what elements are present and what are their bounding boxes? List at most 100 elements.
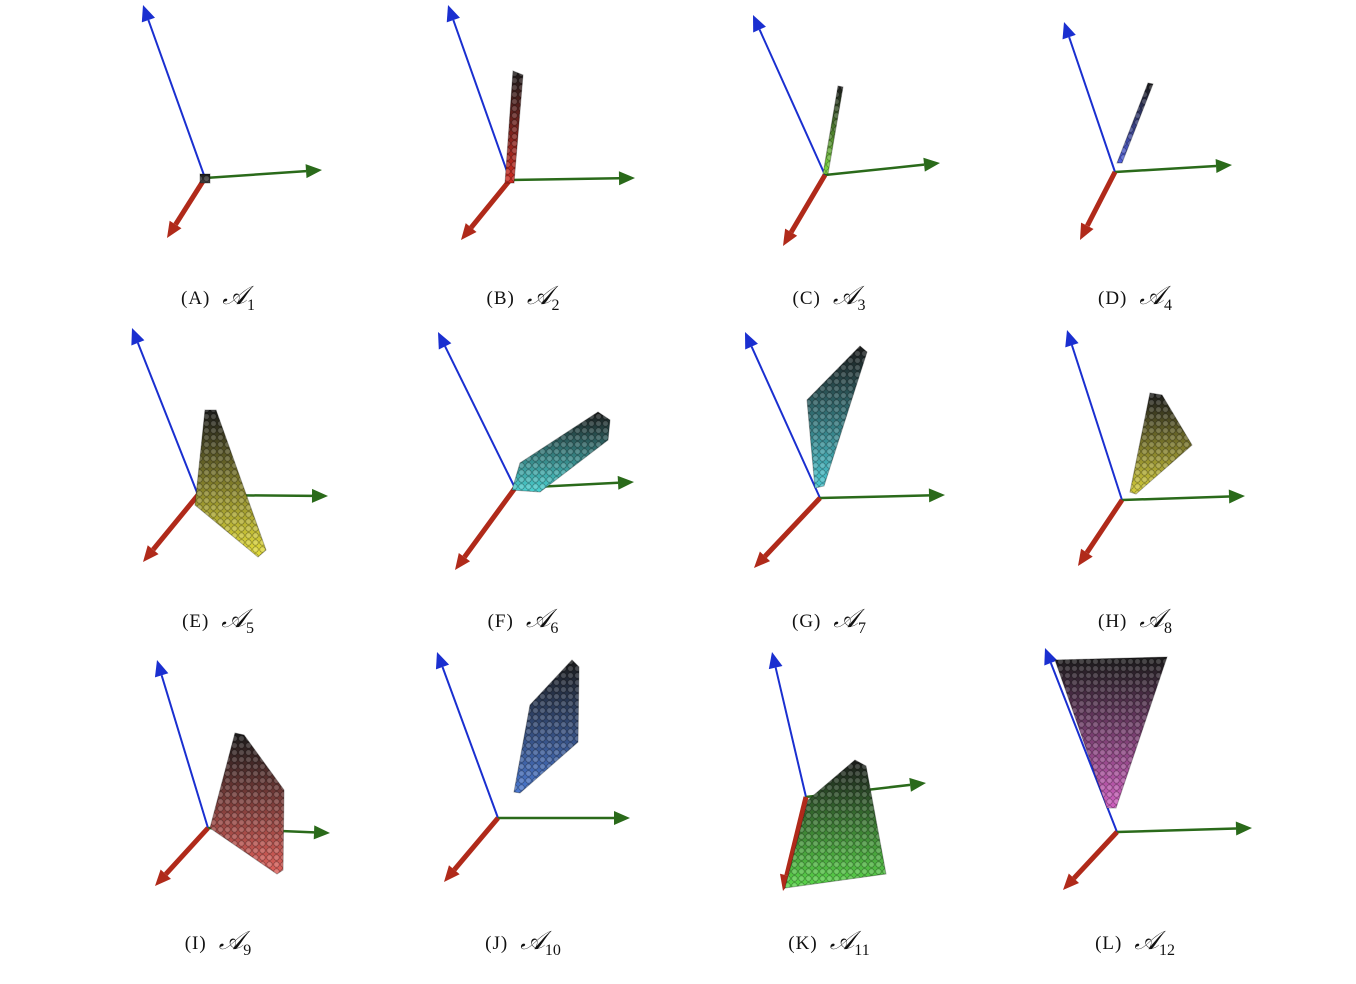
caption-subscript: 1: [247, 297, 255, 314]
x-axis-head: [1063, 873, 1080, 890]
z-axis: [750, 346, 821, 499]
caption-symbol: 𝒜: [222, 281, 247, 310]
point-cloud-texture: [1117, 83, 1153, 163]
y-axis-head: [923, 157, 940, 172]
z-axis-head: [1044, 648, 1058, 666]
x-axis-head: [167, 220, 182, 238]
caption-subscript: 8: [1164, 620, 1172, 637]
z-axis: [1070, 344, 1123, 501]
caption-symbol: 𝒜: [520, 926, 545, 955]
caption-subscript: 12: [1158, 942, 1175, 959]
y-axis-head: [1215, 158, 1232, 173]
y-axis: [509, 177, 620, 182]
z-axis-head: [435, 652, 450, 670]
point-cloud-texture: [512, 412, 610, 492]
y-axis: [824, 163, 925, 177]
caption-tag: (C): [792, 288, 821, 309]
z-axis: [452, 19, 511, 181]
point-cloud-texture: [823, 86, 843, 174]
y-axis-head: [928, 488, 945, 503]
x-axis: [788, 173, 828, 234]
caption-symbol: 𝒜: [1139, 604, 1164, 633]
x-axis: [1072, 830, 1119, 880]
x-axis-head: [155, 869, 171, 886]
x-axis: [1085, 170, 1118, 227]
z-axis-head: [154, 660, 169, 678]
point-cloud-texture: [505, 71, 523, 183]
y-axis-head: [1235, 821, 1252, 836]
y-axis: [204, 169, 307, 180]
z-axis-head: [131, 328, 145, 346]
z-axis-head: [446, 5, 460, 23]
caption: (J) 𝒜10: [373, 926, 673, 960]
caption-tag: (H): [1098, 611, 1128, 632]
caption-subscript: 4: [1164, 297, 1172, 314]
caption: (B) 𝒜2: [373, 281, 673, 315]
caption-subscript: 10: [544, 942, 561, 959]
caption-symbol: 𝒜: [833, 604, 858, 633]
y-axis-head: [311, 488, 328, 503]
x-axis-head: [783, 228, 798, 246]
x-axis-head: [455, 552, 471, 570]
y-axis-head: [618, 171, 635, 186]
caption: (C) 𝒜3: [679, 281, 979, 315]
z-axis: [444, 345, 516, 489]
z-axis: [160, 675, 209, 829]
caption-symbol: 𝒜: [1139, 281, 1164, 310]
caption-tag: (A): [181, 288, 211, 309]
x-axis: [173, 176, 208, 226]
x-axis: [163, 826, 210, 876]
caption-symbol: 𝒜: [1134, 926, 1159, 955]
x-axis: [452, 816, 500, 872]
caption-symbol: 𝒜: [829, 926, 855, 955]
z-axis-head: [438, 332, 452, 350]
y-axis: [1121, 495, 1230, 502]
caption: (E) 𝒜5: [68, 604, 368, 638]
z-axis: [1068, 36, 1116, 173]
caption: (L) 𝒜12: [985, 926, 1285, 960]
caption: (A) 𝒜1: [68, 281, 368, 315]
caption: (D) 𝒜4: [985, 281, 1285, 315]
caption-subscript: 9: [243, 942, 252, 959]
caption-tag: (J): [485, 933, 509, 954]
y-axis-head: [313, 825, 330, 840]
caption-subscript: 11: [854, 942, 870, 959]
z-axis-head: [768, 652, 783, 670]
caption-subscript: 7: [858, 620, 866, 637]
caption: (K) 𝒜11: [679, 926, 979, 960]
z-axis-head: [1062, 22, 1076, 40]
caption-subscript: 5: [245, 620, 254, 637]
caption-symbol: 𝒜: [832, 281, 858, 310]
y-axis-head: [1228, 489, 1245, 504]
caption-subscript: 2: [551, 297, 560, 314]
caption: (G) 𝒜7: [679, 604, 979, 638]
y-axis-head: [909, 777, 926, 792]
x-axis: [151, 493, 200, 552]
caption-tag: (B): [486, 288, 515, 309]
z-axis: [136, 342, 199, 496]
y-axis-head: [614, 811, 630, 825]
y-axis-head: [305, 164, 322, 179]
z-axis: [147, 19, 206, 179]
z-axis: [758, 29, 826, 176]
x-axis: [1084, 498, 1125, 555]
point-cloud-texture: [807, 346, 867, 488]
x-axis: [784, 796, 809, 877]
point-cloud-texture: [1130, 393, 1192, 494]
y-axis: [1116, 827, 1237, 834]
caption-symbol: 𝒜: [525, 604, 551, 633]
y-axis-head: [617, 475, 634, 490]
point-cloud-texture: [514, 660, 579, 793]
z-axis-head: [1065, 330, 1079, 348]
caption-tag: (I): [184, 933, 207, 954]
caption-subscript: 6: [550, 620, 559, 637]
x-axis-head: [143, 545, 159, 562]
x-axis-head: [461, 223, 477, 240]
x-axis-head: [1078, 548, 1093, 566]
caption-tag: (E): [182, 611, 210, 632]
caption-symbol: 𝒜: [526, 281, 552, 310]
x-axis-head: [444, 865, 460, 882]
caption-subscript: 3: [857, 297, 866, 314]
